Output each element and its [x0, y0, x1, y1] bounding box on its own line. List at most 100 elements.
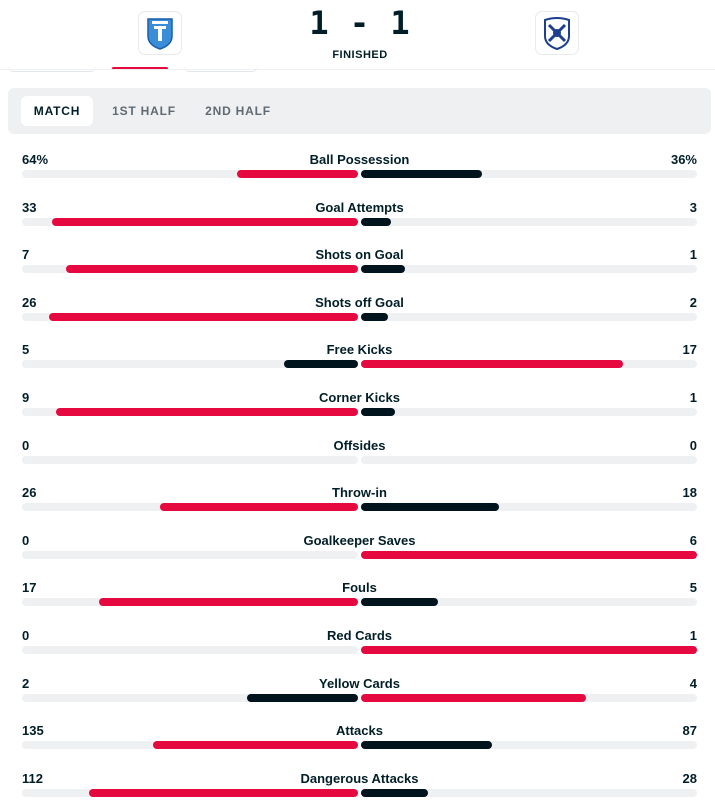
- stat-label: Goal Attempts: [315, 199, 404, 215]
- away-stat-track: [361, 408, 697, 416]
- home-stat-value: 112: [22, 770, 43, 786]
- away-stat-value: 2: [689, 294, 697, 310]
- away-stat-bar: [361, 598, 439, 607]
- match-header: 1 - 1 FINISHED: [0, 0, 715, 70]
- home-stat-track: [22, 503, 358, 512]
- away-stat-value: 18: [682, 485, 697, 501]
- away-stat-bar: [361, 788, 429, 797]
- away-stat-track: [361, 312, 697, 321]
- home-stat-track: [22, 788, 358, 797]
- home-stat-value: 9: [22, 390, 30, 405]
- stat-label: Free Kicks: [326, 342, 393, 358]
- home-stat-track: [22, 550, 358, 559]
- away-stat-value: 17: [682, 342, 697, 358]
- home-stat-bar: [99, 598, 358, 607]
- stat-row: 0 Goalkeeper Saves 6: [22, 533, 697, 573]
- away-stat-value: 36%: [670, 152, 697, 167]
- stat-row: 9 Corner Kicks 1: [22, 390, 697, 430]
- away-stat-bar: [361, 408, 395, 416]
- stat-row: 64% Ball Possession 36%: [22, 152, 697, 192]
- home-stat-track: [22, 265, 358, 274]
- away-stat-value: 28: [682, 770, 697, 786]
- home-stat-track: [22, 312, 358, 321]
- period-tabs: MATCH 1ST HALF 2ND HALF: [8, 88, 711, 134]
- away-stat-value: 87: [682, 723, 697, 739]
- away-stat-track: [361, 788, 697, 797]
- home-stat-track: [22, 598, 358, 607]
- shield-icon: [147, 18, 173, 50]
- tab-2nd-half[interactable]: 2ND HALF: [205, 104, 271, 118]
- home-stat-value: 2: [22, 675, 30, 691]
- home-stat-bar: [159, 503, 358, 512]
- away-stat-track: [361, 693, 697, 702]
- away-stat-bar: [361, 550, 697, 559]
- home-stat-track: [22, 360, 358, 369]
- home-stat-value: 5: [22, 342, 30, 358]
- away-stat-bar: [361, 170, 482, 178]
- home-stat-bar: [52, 217, 358, 226]
- stat-row: 0 Offsides 0: [22, 438, 697, 478]
- home-stat-value: 7: [22, 247, 30, 263]
- stat-label: Shots on Goal: [315, 247, 404, 263]
- stat-label: Fouls: [342, 580, 377, 596]
- away-stat-value: 0: [689, 437, 697, 453]
- stat-label: Ball Possession: [309, 152, 410, 167]
- stat-label: Yellow Cards: [319, 675, 400, 691]
- stat-label: Goalkeeper Saves: [303, 532, 416, 548]
- home-stat-value: 0: [22, 628, 30, 643]
- away-stat-value: 6: [689, 532, 697, 548]
- away-stat-bar: [361, 312, 388, 321]
- away-stat-bar: [361, 693, 587, 702]
- away-stat-track: [361, 455, 697, 464]
- home-stat-bar: [89, 788, 358, 797]
- home-stat-bar: [48, 312, 358, 321]
- stat-label: Corner Kicks: [319, 390, 400, 405]
- away-stat-value: 1: [689, 247, 697, 263]
- away-stat-track: [361, 550, 697, 559]
- match-status: FINISHED: [332, 49, 388, 61]
- stat-label: Shots off Goal: [315, 294, 404, 310]
- home-stat-track: [22, 741, 358, 750]
- stat-row: 0 Red Cards 1: [22, 628, 697, 668]
- away-stat-track: [361, 217, 697, 226]
- tab-match[interactable]: MATCH: [21, 96, 93, 126]
- stat-label: Attacks: [336, 723, 383, 739]
- away-stat-bar: [361, 265, 405, 274]
- home-stat-bar: [284, 360, 358, 369]
- away-stat-track: [361, 265, 697, 274]
- home-stat-value: 135: [22, 723, 44, 739]
- stat-row: 112 Dangerous Attacks 28: [22, 771, 697, 811]
- home-stat-bar: [65, 265, 358, 274]
- away-stat-track: [361, 598, 697, 607]
- home-stat-value: 0: [22, 437, 30, 453]
- away-stat-track: [361, 360, 697, 369]
- away-team-logo[interactable]: [536, 12, 578, 54]
- home-stat-track: [22, 408, 358, 416]
- home-stat-track: [22, 646, 358, 654]
- away-stat-bar: [361, 741, 493, 750]
- stat-row: 2 Yellow Cards 4: [22, 676, 697, 716]
- stat-label: Throw-in: [332, 485, 387, 501]
- stats-subtab-active[interactable]: [112, 67, 168, 70]
- home-stat-track: [22, 693, 358, 702]
- home-stat-value: 64%: [22, 152, 49, 167]
- away-stat-value: 1: [689, 628, 697, 643]
- home-stat-value: 17: [22, 580, 37, 596]
- away-stat-track: [361, 503, 697, 512]
- stat-row: 17 Fouls 5: [22, 580, 697, 620]
- away-stat-track: [361, 741, 697, 750]
- away-stat-value: 1: [689, 390, 697, 405]
- away-stat-track: [361, 646, 697, 654]
- away-stat-bar: [361, 646, 697, 654]
- crest-icon: [544, 17, 570, 50]
- tab-1st-half[interactable]: 1ST HALF: [112, 104, 176, 118]
- header-divider: [0, 69, 715, 70]
- home-stat-bar: [237, 170, 358, 178]
- away-stat-value: 5: [689, 580, 697, 596]
- home-stat-value: 33: [22, 199, 37, 215]
- stat-row: 135 Attacks 87: [22, 723, 697, 763]
- stat-row: 26 Throw-in 18: [22, 485, 697, 525]
- stat-row: 26 Shots off Goal 2: [22, 295, 697, 335]
- home-stat-value: 26: [22, 485, 37, 501]
- home-team-logo[interactable]: [139, 12, 181, 54]
